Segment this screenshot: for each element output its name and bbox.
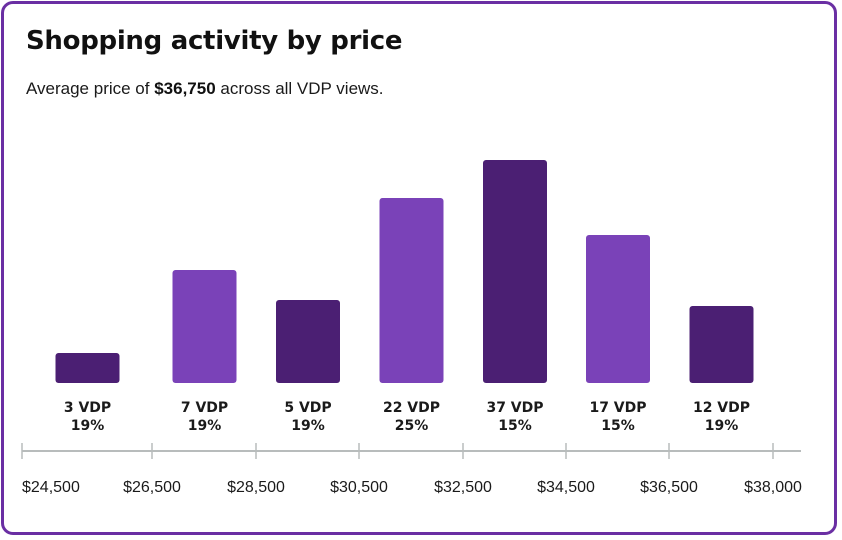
bar-value-label-4: 22 VDP: [383, 400, 440, 416]
bar-value-label-1: 3 VDP: [64, 400, 111, 416]
bar-percent-label-6: 15%: [601, 418, 635, 434]
x-tick-label-2: $26,500: [123, 479, 181, 496]
bar-value-label-6: 17 VDP: [589, 400, 646, 416]
x-tick-label-5: $32,500: [434, 479, 492, 496]
x-tick-label-8: $38,000: [744, 479, 802, 496]
bar-percent-label-1: 19%: [71, 418, 105, 434]
subtitle-prefix: Average price of: [26, 79, 155, 98]
x-tick-label-3: $28,500: [227, 479, 285, 496]
bar-value-label-2: 7 VDP: [181, 400, 228, 416]
bar-percent-label-3: 19%: [291, 418, 325, 434]
x-tick-label-4: $30,500: [330, 479, 388, 496]
bar-value-label-3: 5 VDP: [284, 400, 331, 416]
x-tick-label-1: $24,500: [22, 479, 80, 496]
bar-percent-label-7: 19%: [705, 418, 739, 434]
bar-value-label-7: 12 VDP: [693, 400, 750, 416]
bar-2: [172, 270, 237, 383]
bar-1: [55, 353, 120, 383]
subtitle-suffix: across all VDP views.: [215, 79, 384, 98]
average-price-value: $36,750: [154, 79, 216, 98]
bar-percent-label-4: 25%: [395, 418, 429, 434]
bar-percent-label-5: 15%: [498, 418, 532, 434]
bar-4: [379, 198, 444, 383]
x-tick-label-6: $34,500: [537, 479, 595, 496]
x-tick-label-7: $36,500: [640, 479, 698, 496]
bar-percent-label-2: 19%: [188, 418, 222, 434]
bar-6: [586, 235, 650, 383]
bar-7: [689, 306, 754, 383]
bar-5: [483, 160, 547, 383]
bar-value-label-5: 37 VDP: [486, 400, 543, 416]
bar-3: [276, 300, 340, 383]
chart-subtitle: Average price of $36,750 across all VDP …: [26, 79, 384, 99]
chart-title: Shopping activity by price: [26, 26, 403, 56]
